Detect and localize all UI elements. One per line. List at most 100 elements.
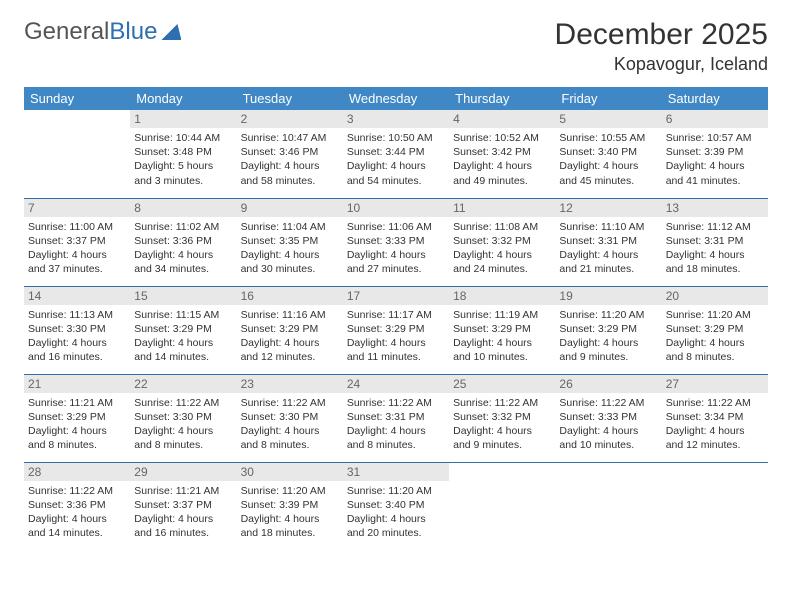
calendar-day-cell: 15Sunrise: 11:15 AMSunset: 3:29 PMDaylig…: [130, 286, 236, 374]
day-info: Sunrise: 10:50 AMSunset: 3:44 PMDaylight…: [347, 131, 445, 188]
day-number: 24: [343, 375, 449, 393]
sunrise-text: Sunrise: 11:20 AM: [559, 308, 657, 322]
weekday-header: Saturday: [662, 87, 768, 110]
day-number: 29: [130, 463, 236, 481]
calendar-day-cell: [662, 462, 768, 550]
daylight-text: Daylight: 4 hours and 11 minutes.: [347, 336, 445, 364]
day-number: 14: [24, 287, 130, 305]
calendar-week-row: 21Sunrise: 11:21 AMSunset: 3:29 PMDaylig…: [24, 374, 768, 462]
day-info: Sunrise: 11:02 AMSunset: 3:36 PMDaylight…: [134, 220, 232, 277]
sunrise-text: Sunrise: 11:06 AM: [347, 220, 445, 234]
sunset-text: Sunset: 3:44 PM: [347, 145, 445, 159]
calendar-day-cell: 17 Sunrise: 11:17 AMSunset: 3:29 PMDaylig…: [343, 286, 449, 374]
day-info: Sunrise: 11:20 AMSunset: 3:40 PMDaylight…: [347, 484, 445, 541]
sunset-text: Sunset: 3:42 PM: [453, 145, 551, 159]
day-info: Sunrise: 11:19 AMSunset: 3:29 PMDaylight…: [453, 308, 551, 365]
day-info: Sunrise: 11:17 AMSunset: 3:29 PMDaylight…: [347, 308, 445, 365]
logo-triangle-icon: [161, 24, 181, 40]
location: Kopavogur, Iceland: [555, 54, 768, 75]
day-info: Sunrise: 10:52 AMSunset: 3:42 PMDaylight…: [453, 131, 551, 188]
calendar-table: Sunday Monday Tuesday Wednesday Thursday…: [24, 87, 768, 550]
day-number: 21: [24, 375, 130, 393]
day-info: Sunrise: 11:10 AMSunset: 3:31 PMDaylight…: [559, 220, 657, 277]
weekday-header: Tuesday: [237, 87, 343, 110]
day-number: 20: [662, 287, 768, 305]
daylight-text: Daylight: 4 hours and 21 minutes.: [559, 248, 657, 276]
sunset-text: Sunset: 3:33 PM: [347, 234, 445, 248]
calendar-day-cell: 29Sunrise: 11:21 AMSunset: 3:37 PMDaylig…: [130, 462, 236, 550]
day-info: Sunrise: 11:22 AMSunset: 3:34 PMDaylight…: [666, 396, 764, 453]
daylight-text: Daylight: 4 hours and 45 minutes.: [559, 159, 657, 187]
daylight-text: Daylight: 4 hours and 41 minutes.: [666, 159, 764, 187]
sunrise-text: Sunrise: 11:17 AM: [347, 308, 445, 322]
calendar-day-cell: 1Sunrise: 10:44 AMSunset: 3:48 PMDayligh…: [130, 110, 236, 198]
sunrise-text: Sunrise: 10:47 AM: [241, 131, 339, 145]
logo-text-general: General: [24, 18, 109, 46]
calendar-day-cell: 27 Sunrise: 11:22 AMSunset: 3:34 PMDaylig…: [662, 374, 768, 462]
day-number: 4: [449, 110, 555, 128]
day-number: 7: [24, 199, 130, 217]
daylight-text: Daylight: 4 hours and 8 minutes.: [347, 424, 445, 452]
sunset-text: Sunset: 3:30 PM: [241, 410, 339, 424]
daylight-text: Daylight: 4 hours and 16 minutes.: [134, 512, 232, 540]
sunrise-text: Sunrise: 11:16 AM: [241, 308, 339, 322]
weekday-header: Thursday: [449, 87, 555, 110]
calendar-day-cell: 8 Sunrise: 11:02 AMSunset: 3:36 PMDayligh…: [130, 198, 236, 286]
sunrise-text: Sunrise: 11:00 AM: [28, 220, 126, 234]
daylight-text: Daylight: 4 hours and 16 minutes.: [28, 336, 126, 364]
weekday-header: Monday: [130, 87, 236, 110]
calendar-day-cell: 3 Sunrise: 10:50 AMSunset: 3:44 PMDayligh…: [343, 110, 449, 198]
sunrise-text: Sunrise: 11:20 AM: [347, 484, 445, 498]
daylight-text: Daylight: 4 hours and 24 minutes.: [453, 248, 551, 276]
sunrise-text: Sunrise: 10:52 AM: [453, 131, 551, 145]
sunset-text: Sunset: 3:48 PM: [134, 145, 232, 159]
day-number: 3: [343, 110, 449, 128]
calendar-day-cell: 10Sunrise: 11:06 AMSunset: 3:33 PMDaylig…: [343, 198, 449, 286]
header: GeneralBlue December 2025 Kopavogur, Ice…: [24, 18, 768, 75]
sunrise-text: Sunrise: 11:22 AM: [559, 396, 657, 410]
day-info: Sunrise: 11:20 AMSunset: 3:29 PMDaylight…: [559, 308, 657, 365]
logo: GeneralBlue: [24, 18, 181, 46]
logo-text-blue: Blue: [109, 18, 157, 46]
sunset-text: Sunset: 3:31 PM: [559, 234, 657, 248]
calendar-day-cell: 24Sunrise: 11:22 AMSunset: 3:31 PMDaylig…: [343, 374, 449, 462]
calendar-day-cell: 20 Sunrise: 11:20 AMSunset: 3:29 PMDaylig…: [662, 286, 768, 374]
calendar-day-cell: 23Sunrise: 11:22 AMSunset: 3:30 PMDaylig…: [237, 374, 343, 462]
day-info: Sunrise: 11:22 AMSunset: 3:30 PMDaylight…: [134, 396, 232, 453]
day-number: 10: [343, 199, 449, 217]
daylight-text: Daylight: 4 hours and 58 minutes.: [241, 159, 339, 187]
daylight-text: Daylight: 4 hours and 34 minutes.: [134, 248, 232, 276]
sunset-text: Sunset: 3:39 PM: [666, 145, 764, 159]
day-info: Sunrise: 10:47 AMSunset: 3:46 PMDaylight…: [241, 131, 339, 188]
calendar-day-cell: 22Sunrise: 11:22 AMSunset: 3:30 PMDaylig…: [130, 374, 236, 462]
daylight-text: Daylight: 4 hours and 8 minutes.: [134, 424, 232, 452]
day-info: Sunrise: 11:20 AMSunset: 3:29 PMDaylight…: [666, 308, 764, 365]
sunrise-text: Sunrise: 11:04 AM: [241, 220, 339, 234]
calendar-day-cell: 12Sunrise: 11:10 AMSunset: 3:31 PMDaylig…: [555, 198, 661, 286]
daylight-text: Daylight: 4 hours and 30 minutes.: [241, 248, 339, 276]
day-number: 19: [555, 287, 661, 305]
month-title: December 2025: [555, 18, 768, 52]
daylight-text: Daylight: 4 hours and 8 minutes.: [241, 424, 339, 452]
sunrise-text: Sunrise: 11:13 AM: [28, 308, 126, 322]
calendar-day-cell: 2Sunrise: 10:47 AMSunset: 3:46 PMDayligh…: [237, 110, 343, 198]
sunset-text: Sunset: 3:40 PM: [347, 498, 445, 512]
daylight-text: Daylight: 4 hours and 20 minutes.: [347, 512, 445, 540]
day-number: 6: [662, 110, 768, 128]
day-number: 17: [343, 287, 449, 305]
calendar-day-cell: 25Sunrise: 11:22 AMSunset: 3:32 PMDaylig…: [449, 374, 555, 462]
day-info: Sunrise: 11:00 AMSunset: 3:37 PMDaylight…: [28, 220, 126, 277]
day-info: Sunrise: 10:55 AMSunset: 3:40 PMDaylight…: [559, 131, 657, 188]
sunrise-text: Sunrise: 10:57 AM: [666, 131, 764, 145]
day-number: 30: [237, 463, 343, 481]
daylight-text: Daylight: 4 hours and 18 minutes.: [666, 248, 764, 276]
calendar-day-cell: 6 Sunrise: 10:57 AMSunset: 3:39 PMDayligh…: [662, 110, 768, 198]
sunset-text: Sunset: 3:29 PM: [347, 322, 445, 336]
sunset-text: Sunset: 3:40 PM: [559, 145, 657, 159]
daylight-text: Daylight: 4 hours and 10 minutes.: [559, 424, 657, 452]
calendar-day-cell: [449, 462, 555, 550]
calendar-week-row: 28Sunrise: 11:22 AMSunset: 3:36 PMDaylig…: [24, 462, 768, 550]
sunrise-text: Sunrise: 11:21 AM: [134, 484, 232, 498]
day-number: 8: [130, 199, 236, 217]
day-number: 27: [662, 375, 768, 393]
